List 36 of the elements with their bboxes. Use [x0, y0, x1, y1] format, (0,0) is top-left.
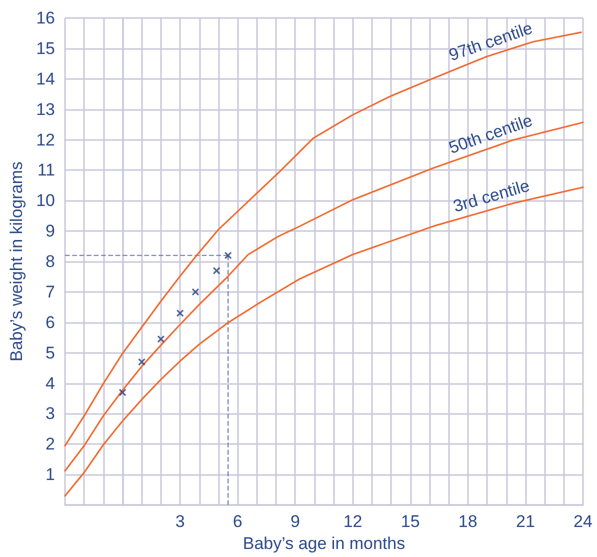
- point: [118, 388, 126, 396]
- y-tick-label: 10: [36, 191, 55, 210]
- x-tick-label: 24: [574, 512, 592, 531]
- y-tick-label: 1: [46, 465, 55, 484]
- text: 3rd centile: [451, 176, 532, 216]
- y-tick-label: 13: [36, 100, 55, 119]
- y-tick-label: 5: [46, 343, 55, 362]
- x-tick-label: 3: [175, 512, 185, 531]
- y-tick-label: 14: [36, 69, 55, 88]
- y-tick-label: 3: [46, 404, 55, 424]
- text: 50th centile: [446, 110, 535, 158]
- x-tick-label: 21: [516, 512, 535, 531]
- y-tick-label: 4: [46, 374, 55, 393]
- text: 97th centile: [446, 18, 535, 65]
- y-tick-label: 6: [46, 312, 55, 332]
- y-tick-label: 2: [46, 434, 55, 454]
- y-tick-label: 15: [36, 38, 55, 58]
- y-axis-title: Baby’s weight in kilograms: [7, 162, 26, 362]
- point: [157, 335, 165, 343]
- x-tick-label: 15: [400, 512, 420, 531]
- y-tick-label: 11: [37, 160, 55, 180]
- x-tick-label: 18: [458, 512, 478, 531]
- point: [212, 266, 220, 274]
- point: [138, 358, 146, 366]
- x-tick-label: 12: [343, 512, 362, 531]
- x-tick-label: 9: [290, 512, 300, 531]
- point: [176, 309, 184, 318]
- x-axis-title: Baby’s age in months: [242, 534, 406, 553]
- y-tick-label: 8: [46, 252, 55, 271]
- y-tick-label: 9: [46, 222, 55, 241]
- point: [224, 252, 232, 260]
- x-tick-label: 6: [232, 512, 242, 531]
- y-tick-label: 7: [46, 282, 55, 302]
- y-tick-label: 12: [36, 130, 55, 150]
- point: [192, 288, 200, 296]
- y-tick-label: 16: [36, 8, 55, 28]
